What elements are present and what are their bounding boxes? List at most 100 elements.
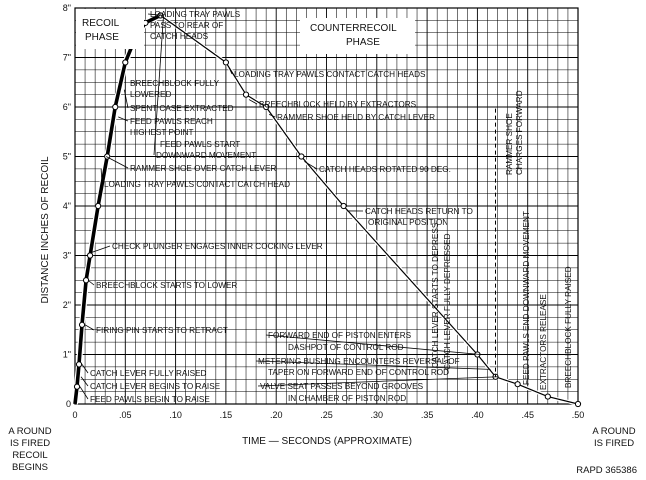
recoil-phase-title: RECOIL	[82, 18, 120, 29]
data-point	[75, 361, 83, 368]
annotation-label: CATCH HEADS	[150, 32, 209, 41]
annotation-leader	[257, 376, 499, 387]
annotation-label: FEED PAWLS START	[160, 140, 240, 149]
data-point	[242, 91, 250, 98]
annotation-label: LOWERED	[130, 90, 171, 99]
annotation-leader	[87, 279, 95, 286]
recoil-phase-subtitle: PHASE	[85, 32, 119, 43]
annotation-label: FEED PAWLS END DOWNWARD MOVEMENT	[522, 211, 531, 385]
chart-annotations: LOADING TRAY PAWLS PASS TO REAR OF CATCH H…	[79, 10, 573, 404]
annotation-label: RAMMER SHOE	[505, 113, 514, 175]
annotation-label: SPENT CASE EXTRACTED	[130, 104, 234, 113]
y-tick-label: 1"	[63, 350, 71, 360]
dashed-connector	[266, 106, 496, 377]
data-point	[73, 383, 81, 390]
y-tick-label: 7"	[63, 53, 71, 63]
y-tick-label: 5"	[63, 152, 71, 162]
x-tick-label: .35	[421, 410, 434, 420]
annotation-label: TAPER ON FORWARD END OF CONTROL ROD	[268, 368, 449, 377]
annotation-label: RAMMER SHOE HELD BY CATCH LEVER	[277, 113, 435, 122]
y-axis-title: DISTANCE INCHES OF RECOIL	[40, 156, 51, 303]
x-tick-label: .15	[220, 410, 233, 420]
counterrecoil-phase-box	[300, 18, 415, 54]
left-caption-line-2: IS FIRED	[10, 438, 50, 449]
annotation-label: CATCH LEVER BEGINS TO RAISE	[90, 382, 221, 391]
annotation-label: FEED PAWLS REACH	[130, 117, 213, 126]
annotation-label: CATCH HEADS RETURN TO	[365, 207, 473, 216]
y-tick-label: 8"	[63, 3, 71, 13]
annotation-leader	[248, 99, 258, 105]
x-tick-label: .40	[471, 410, 484, 420]
annotation-label: DOWNWARD MOVEMENT	[156, 151, 256, 160]
annotation-label: VALVE SEAT PASSES BEYOND GROOVES	[260, 382, 424, 391]
annotation-label: RAMMER SHOE OVER CATCH LEVER	[130, 164, 276, 173]
annotation-label: CHARGES FORWARD	[515, 90, 524, 175]
data-point	[514, 381, 521, 388]
annotation-leader	[118, 116, 129, 122]
annotation-leader	[147, 13, 164, 16]
annotation-leader	[79, 386, 89, 400]
y-tick-label: 6"	[63, 102, 71, 112]
annotation-label: LOADING TRAY PAWLS CONTACT CATCH HEAD	[104, 180, 290, 189]
x-tick-label: .25	[320, 410, 333, 420]
annotation-label: IN CHAMBER OF PISTON ROD	[288, 394, 406, 403]
annotation-label: CATCH LEVER FULLY RAISED	[90, 369, 207, 378]
annotation-label: CHECK PLUNGER ENGAGES INNER COCKING LEVE…	[112, 242, 323, 251]
annotation-leader	[100, 168, 103, 185]
left-caption-line-4: BEGINS	[12, 462, 48, 473]
x-axis-title: TIME — SECONDS (APPROXIMATE)	[242, 436, 412, 447]
annotation-label: ORIGINAL POSITION	[368, 218, 448, 227]
annotation-label: METERING BUSHING ENCOUNTERS REVERSAL OF	[258, 357, 460, 366]
x-tick-label: .30	[371, 410, 384, 420]
data-point	[340, 202, 347, 210]
x-tick-label: .10	[169, 410, 182, 420]
counterrecoil-phase-title: COUNTERRECOIL	[310, 23, 397, 34]
annotation-leader	[123, 89, 129, 109]
right-caption-line-1: A ROUND	[592, 426, 635, 437]
left-caption-line-3: RECOIL	[12, 450, 47, 461]
x-tick-label: .05	[119, 410, 132, 420]
annotation-label: BREECHBLOCK FULLY RAISED	[564, 266, 573, 388]
annotation-label: LOADING TRAY PAWLS	[150, 10, 241, 19]
annotation-leader	[228, 67, 233, 75]
x-tick-label: .45	[521, 410, 534, 420]
annotation-leader	[268, 114, 276, 118]
annotation-label: BREECHBLOCK STARTS TO LOWER	[96, 281, 237, 290]
y-tick-label: 3"	[63, 251, 71, 261]
annotation-label: CATCH LEVER STARTS TO DEPRESS	[431, 222, 440, 368]
y-tick-label: 0	[66, 399, 71, 409]
x-tick-label: .20	[270, 410, 283, 420]
annotation-label: BREECHBLOCK FULLY	[130, 79, 220, 88]
data-point	[574, 400, 582, 408]
x-tick-label: 0	[72, 410, 77, 420]
annotation-label: FORWARD END OF PISTON ENTERS	[268, 331, 412, 340]
annotation-label: HIGHEST POINT	[130, 128, 194, 137]
left-caption-line-1: A ROUND	[8, 426, 51, 437]
chart-grid	[74, 7, 579, 405]
annotation-leader	[80, 376, 89, 387]
annotation-leader	[84, 324, 95, 331]
series-line-halo	[72, 12, 162, 405]
counterrecoil-phase-subtitle: PHASE	[346, 37, 380, 48]
annotation-label: PASS TO REAR OF	[150, 21, 223, 30]
annotation-label: DASHPOT OF CONTROL ROD	[288, 343, 404, 352]
data-point	[122, 59, 129, 66]
recoil-phase-box	[76, 9, 144, 49]
right-caption-line-2: IS FIRED	[594, 438, 634, 449]
y-tick-label: 2"	[63, 300, 71, 310]
annotation-leader	[89, 245, 111, 254]
data-point	[298, 153, 305, 160]
annotation-label: CATCH HEADS ROTATED 90 DEG.	[319, 165, 451, 174]
annotation-leader	[255, 360, 491, 370]
data-point	[95, 202, 102, 210]
data-point	[112, 103, 119, 111]
annotation-leader	[105, 156, 129, 169]
annotation-label: FIRING PIN STARTS TO RETRACT	[96, 326, 228, 335]
annotation-label: FEED PAWLS BEGIN TO RAISE	[90, 395, 210, 404]
annotation-leader	[81, 364, 89, 374]
data-point	[222, 59, 229, 66]
annotation-leader	[304, 161, 318, 170]
figure-id: RAPD 365386	[576, 465, 637, 476]
annotation-leader	[153, 15, 164, 156]
